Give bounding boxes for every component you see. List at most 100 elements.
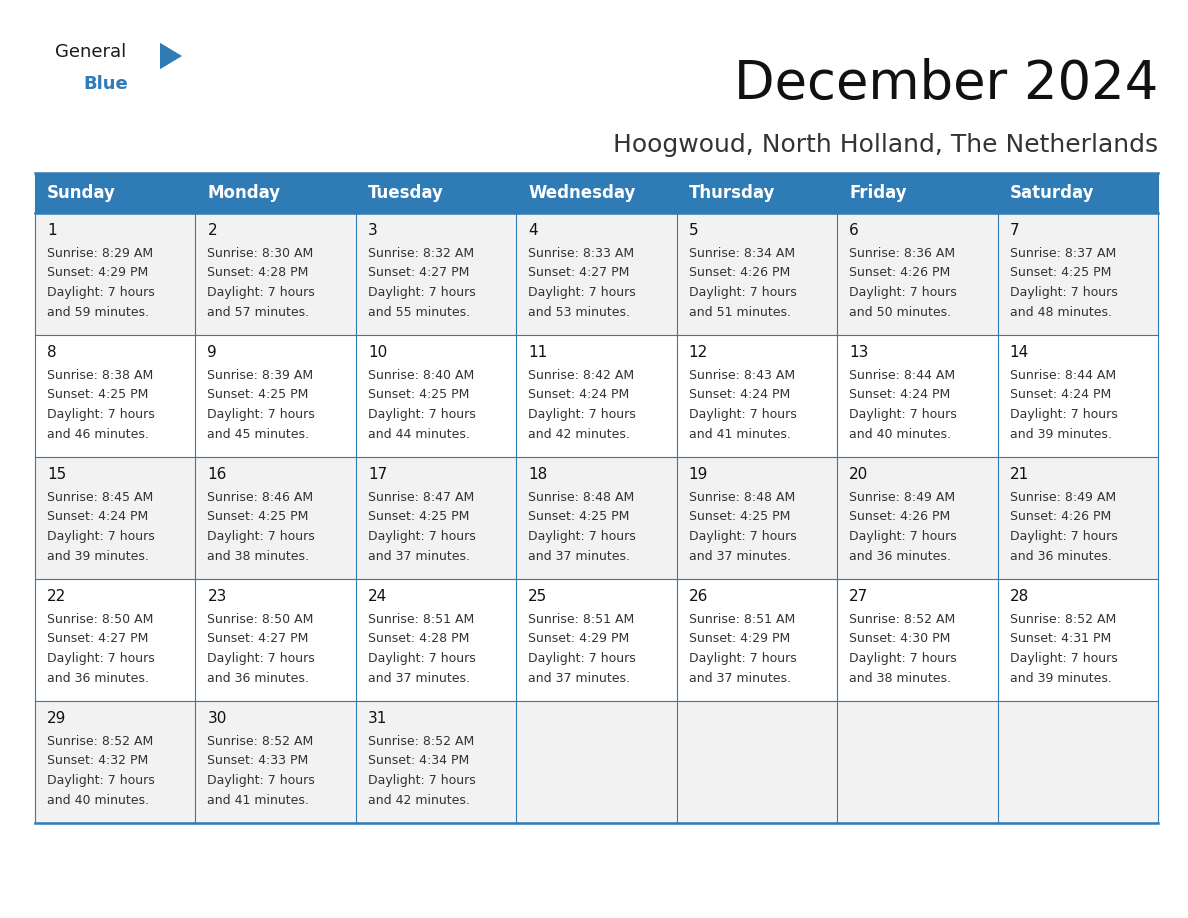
Text: 6: 6: [849, 223, 859, 238]
Text: Sunrise: 8:51 AM: Sunrise: 8:51 AM: [529, 613, 634, 626]
Text: 7: 7: [1010, 223, 1019, 238]
Text: Daylight: 7 hours: Daylight: 7 hours: [208, 774, 315, 787]
Text: Sunset: 4:25 PM: Sunset: 4:25 PM: [208, 510, 309, 523]
Text: Daylight: 7 hours: Daylight: 7 hours: [48, 286, 154, 299]
Bar: [196, 701, 356, 823]
Text: Daylight: 7 hours: Daylight: 7 hours: [689, 408, 796, 421]
Text: Sunset: 4:25 PM: Sunset: 4:25 PM: [368, 388, 469, 401]
Text: Daylight: 7 hours: Daylight: 7 hours: [48, 774, 154, 787]
Text: Sunset: 4:26 PM: Sunset: 4:26 PM: [849, 266, 950, 279]
Text: 28: 28: [1010, 589, 1029, 604]
Text: and 38 minutes.: and 38 minutes.: [849, 671, 952, 685]
Text: and 39 minutes.: and 39 minutes.: [48, 550, 148, 563]
Text: Sunset: 4:25 PM: Sunset: 4:25 PM: [1010, 266, 1111, 279]
Text: 5: 5: [689, 223, 699, 238]
Text: Sunrise: 8:49 AM: Sunrise: 8:49 AM: [849, 491, 955, 504]
Text: 1: 1: [48, 223, 57, 238]
Text: Daylight: 7 hours: Daylight: 7 hours: [48, 652, 154, 665]
Text: Sunset: 4:27 PM: Sunset: 4:27 PM: [529, 266, 630, 279]
Text: Daylight: 7 hours: Daylight: 7 hours: [1010, 530, 1118, 543]
Bar: [34, 335, 196, 457]
Text: Sunrise: 8:52 AM: Sunrise: 8:52 AM: [48, 735, 153, 748]
Text: Sunrise: 8:51 AM: Sunrise: 8:51 AM: [368, 613, 474, 626]
Text: Daylight: 7 hours: Daylight: 7 hours: [1010, 286, 1118, 299]
Text: Sunrise: 8:49 AM: Sunrise: 8:49 AM: [1010, 491, 1116, 504]
Text: Sunset: 4:33 PM: Sunset: 4:33 PM: [208, 755, 309, 767]
Text: and 42 minutes.: and 42 minutes.: [368, 793, 469, 807]
Bar: [196, 213, 356, 335]
Text: Sunset: 4:25 PM: Sunset: 4:25 PM: [368, 510, 469, 523]
Text: and 59 minutes.: and 59 minutes.: [48, 306, 148, 319]
Text: and 39 minutes.: and 39 minutes.: [1010, 671, 1112, 685]
Text: and 50 minutes.: and 50 minutes.: [849, 306, 952, 319]
Text: Sunset: 4:28 PM: Sunset: 4:28 PM: [208, 266, 309, 279]
Text: 26: 26: [689, 589, 708, 604]
Text: General: General: [55, 43, 126, 61]
Text: Sunset: 4:25 PM: Sunset: 4:25 PM: [529, 510, 630, 523]
Bar: [677, 457, 838, 579]
Text: Sunrise: 8:39 AM: Sunrise: 8:39 AM: [208, 369, 314, 382]
Bar: [998, 335, 1158, 457]
Text: Sunset: 4:29 PM: Sunset: 4:29 PM: [529, 633, 630, 645]
Text: Daylight: 7 hours: Daylight: 7 hours: [368, 774, 475, 787]
Text: Sunrise: 8:42 AM: Sunrise: 8:42 AM: [529, 369, 634, 382]
Text: 31: 31: [368, 711, 387, 726]
Text: Daylight: 7 hours: Daylight: 7 hours: [849, 652, 956, 665]
Bar: [517, 335, 677, 457]
Text: and 44 minutes.: and 44 minutes.: [368, 428, 469, 441]
Text: and 51 minutes.: and 51 minutes.: [689, 306, 791, 319]
Text: Daylight: 7 hours: Daylight: 7 hours: [529, 286, 636, 299]
Text: Sunrise: 8:32 AM: Sunrise: 8:32 AM: [368, 247, 474, 260]
Text: Daylight: 7 hours: Daylight: 7 hours: [208, 652, 315, 665]
Text: Daylight: 7 hours: Daylight: 7 hours: [849, 408, 956, 421]
Bar: [34, 701, 196, 823]
Text: Sunset: 4:24 PM: Sunset: 4:24 PM: [1010, 388, 1111, 401]
Text: 21: 21: [1010, 467, 1029, 482]
Text: Sunday: Sunday: [48, 184, 116, 202]
Text: Daylight: 7 hours: Daylight: 7 hours: [689, 286, 796, 299]
Bar: [196, 579, 356, 701]
Text: Saturday: Saturday: [1010, 184, 1094, 202]
Text: Sunrise: 8:52 AM: Sunrise: 8:52 AM: [368, 735, 474, 748]
Text: and 41 minutes.: and 41 minutes.: [208, 793, 309, 807]
Text: Sunrise: 8:51 AM: Sunrise: 8:51 AM: [689, 613, 795, 626]
Text: Sunset: 4:24 PM: Sunset: 4:24 PM: [689, 388, 790, 401]
Text: Sunrise: 8:48 AM: Sunrise: 8:48 AM: [689, 491, 795, 504]
Text: Sunset: 4:27 PM: Sunset: 4:27 PM: [208, 633, 309, 645]
Text: Sunrise: 8:45 AM: Sunrise: 8:45 AM: [48, 491, 153, 504]
Text: Sunrise: 8:47 AM: Sunrise: 8:47 AM: [368, 491, 474, 504]
Text: and 36 minutes.: and 36 minutes.: [48, 671, 148, 685]
Text: Sunset: 4:26 PM: Sunset: 4:26 PM: [1010, 510, 1111, 523]
Bar: [838, 701, 998, 823]
Bar: [838, 335, 998, 457]
Text: 10: 10: [368, 345, 387, 360]
Text: Sunset: 4:24 PM: Sunset: 4:24 PM: [849, 388, 950, 401]
Text: Sunset: 4:24 PM: Sunset: 4:24 PM: [529, 388, 630, 401]
Text: 11: 11: [529, 345, 548, 360]
Text: Daylight: 7 hours: Daylight: 7 hours: [208, 530, 315, 543]
Text: 3: 3: [368, 223, 378, 238]
Text: Daylight: 7 hours: Daylight: 7 hours: [368, 530, 475, 543]
Text: and 40 minutes.: and 40 minutes.: [849, 428, 952, 441]
Text: Daylight: 7 hours: Daylight: 7 hours: [529, 652, 636, 665]
Text: and 36 minutes.: and 36 minutes.: [208, 671, 309, 685]
Text: 30: 30: [208, 711, 227, 726]
Text: 15: 15: [48, 467, 67, 482]
Text: Sunrise: 8:37 AM: Sunrise: 8:37 AM: [1010, 247, 1116, 260]
Text: 16: 16: [208, 467, 227, 482]
Text: Sunrise: 8:30 AM: Sunrise: 8:30 AM: [208, 247, 314, 260]
Bar: [517, 213, 677, 335]
Text: Sunrise: 8:50 AM: Sunrise: 8:50 AM: [208, 613, 314, 626]
Text: Daylight: 7 hours: Daylight: 7 hours: [529, 530, 636, 543]
Text: 24: 24: [368, 589, 387, 604]
Text: Thursday: Thursday: [689, 184, 775, 202]
Text: Daylight: 7 hours: Daylight: 7 hours: [689, 530, 796, 543]
Text: 17: 17: [368, 467, 387, 482]
Bar: [517, 457, 677, 579]
Text: Sunset: 4:25 PM: Sunset: 4:25 PM: [689, 510, 790, 523]
Text: and 45 minutes.: and 45 minutes.: [208, 428, 309, 441]
Text: Sunset: 4:25 PM: Sunset: 4:25 PM: [48, 388, 148, 401]
Bar: [838, 213, 998, 335]
Text: 29: 29: [48, 711, 67, 726]
Bar: [838, 457, 998, 579]
